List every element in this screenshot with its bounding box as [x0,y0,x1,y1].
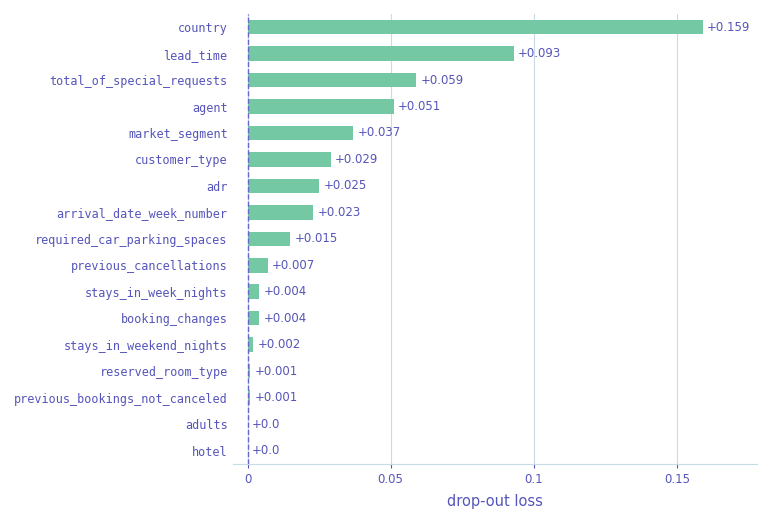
X-axis label: drop-out loss: drop-out loss [447,494,543,509]
Text: +0.001: +0.001 [254,365,298,378]
Text: +0.093: +0.093 [518,47,561,60]
Text: +0.059: +0.059 [421,74,464,86]
Text: +0.001: +0.001 [254,391,298,404]
Bar [247,311,259,325]
Bar [247,390,251,405]
Text: +0.023: +0.023 [318,206,361,219]
Bar [247,152,331,167]
Bar [247,179,319,193]
Bar [247,285,259,299]
Text: +0.002: +0.002 [258,338,301,351]
Bar [247,99,393,114]
Bar [247,47,513,61]
Text: +0.004: +0.004 [263,285,307,298]
Text: +0.007: +0.007 [272,259,315,272]
Bar [247,126,353,140]
Bar [247,73,416,87]
Bar [247,205,313,220]
Text: +0.0: +0.0 [252,417,280,430]
Bar [247,232,291,246]
Text: +0.159: +0.159 [707,20,750,33]
Text: +0.004: +0.004 [263,312,307,325]
Text: +0.037: +0.037 [358,127,401,140]
Text: +0.025: +0.025 [323,179,367,192]
Text: +0.0: +0.0 [252,444,280,457]
Bar [247,20,702,35]
Text: +0.015: +0.015 [295,232,338,245]
Bar [247,258,268,272]
Bar [247,364,251,379]
Text: +0.029: +0.029 [335,153,379,166]
Bar [247,337,253,352]
Text: +0.051: +0.051 [398,100,441,113]
